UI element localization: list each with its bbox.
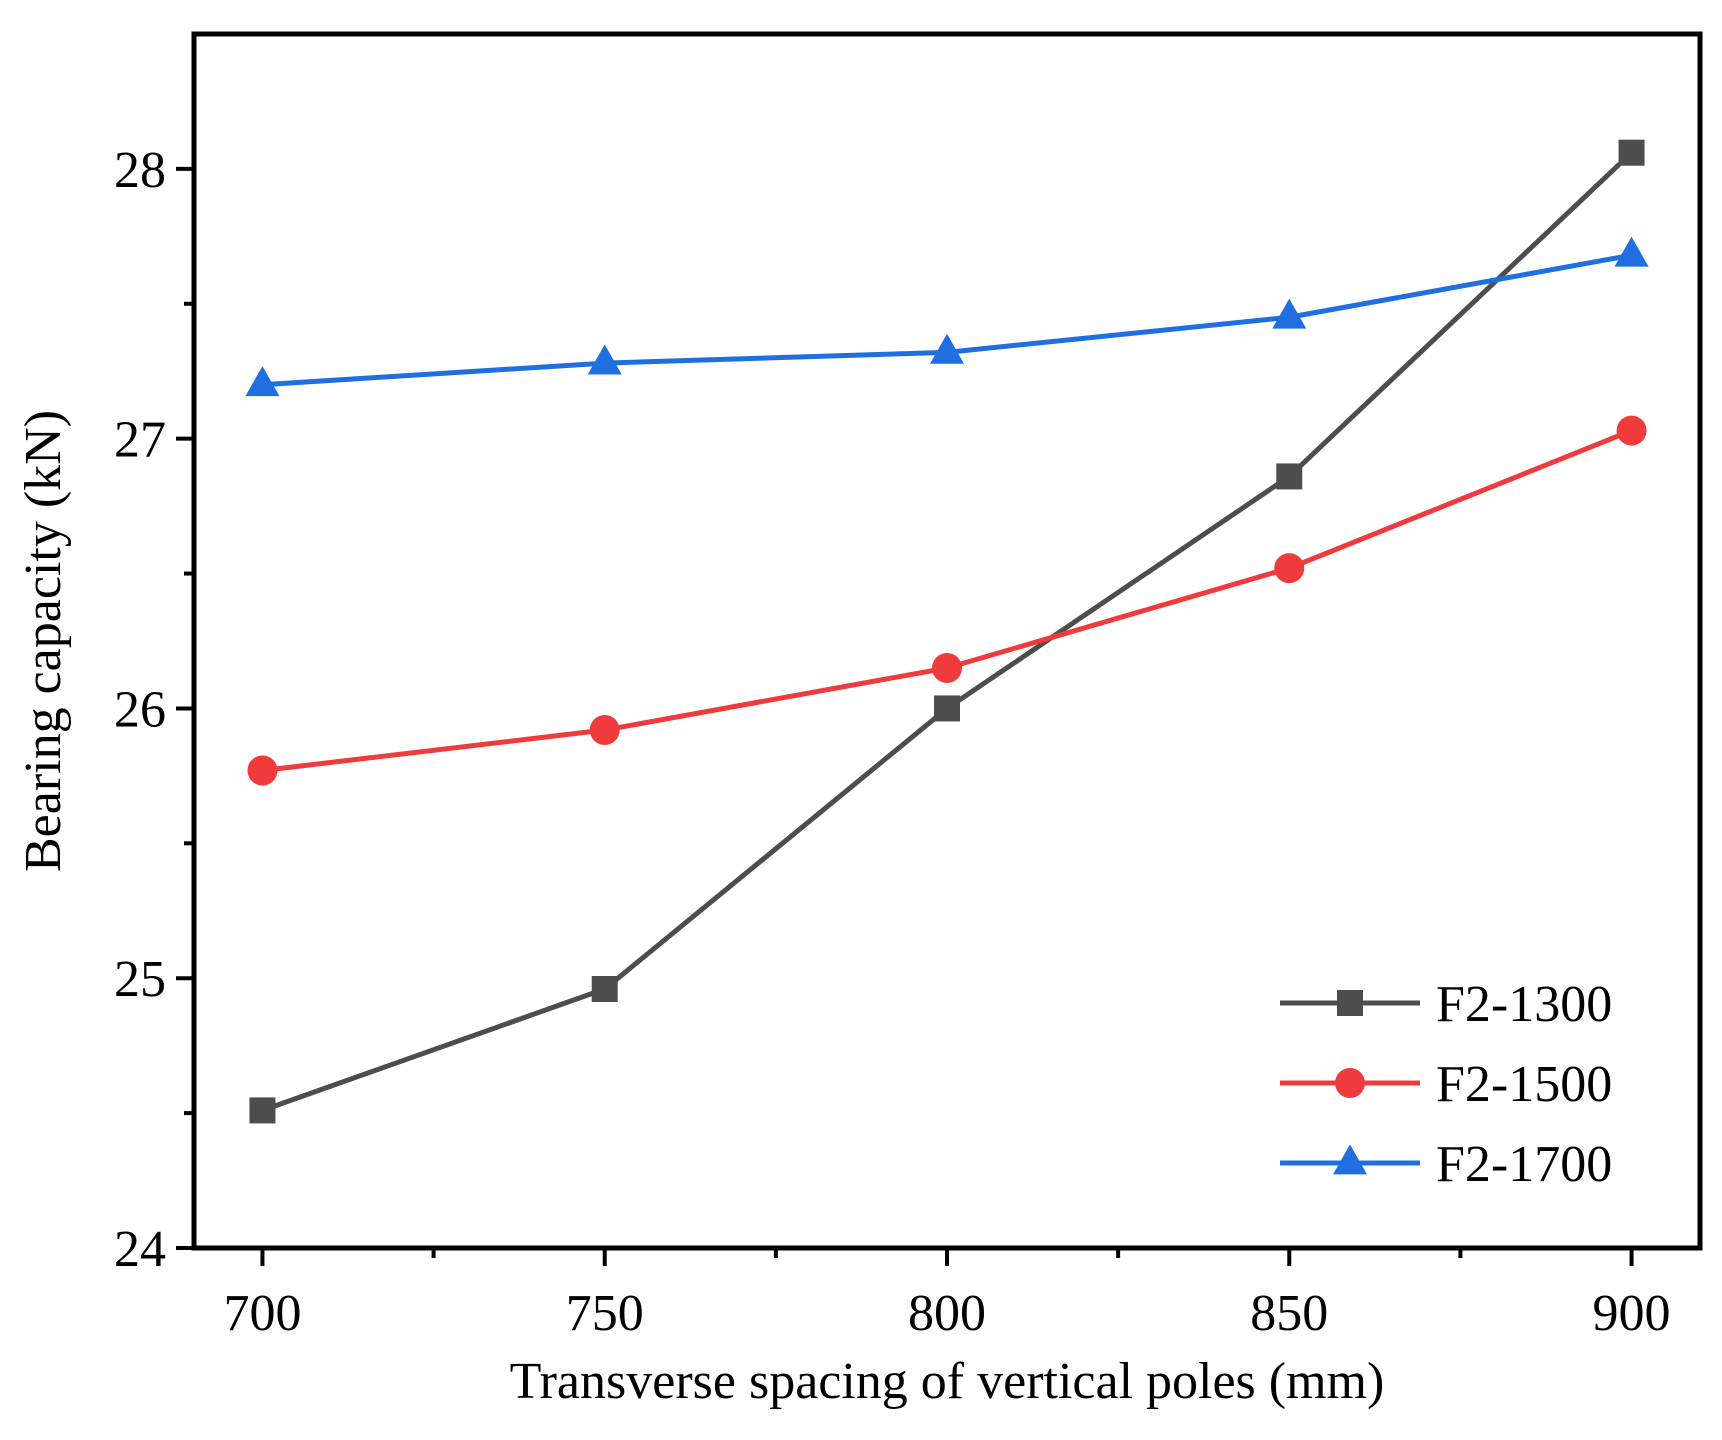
data-point-circle [932,652,962,683]
series-line [262,252,1632,388]
axis-ticks: 700 750 800 850 900 24 25 26 27 28 [114,142,1671,1342]
y-tick-label: 24 [114,1221,166,1278]
legend-label: F2-1500 [1436,1056,1612,1113]
data-point-square [1618,139,1645,166]
data-point-square [934,695,960,722]
series-layer [245,139,1649,1124]
x-tick-label: 700 [223,1285,301,1342]
legend-item-f2-1300: F2-1300 [1280,976,1612,1033]
data-point-circle [1274,553,1305,584]
y-tick-label: 25 [114,951,166,1008]
data-point-triangle [587,344,622,375]
x-tick-label: 850 [1250,1285,1328,1342]
data-point-triangle [1614,236,1649,267]
legend: F2-1300 F2-1500 F2-1700 [1280,976,1612,1193]
legend-label: F2-1700 [1436,1136,1612,1193]
series-f2-1500 [247,415,1647,786]
data-point-triangle [930,333,964,364]
y-tick-label: 27 [114,412,166,469]
legend-marker-triangle [1333,1144,1367,1175]
data-point-circle [589,715,620,746]
legend-label: F2-1300 [1436,976,1612,1033]
x-tick-label: 750 [566,1285,644,1342]
legend-marker-square [1337,990,1363,1016]
y-tick-label: 28 [114,142,166,199]
series-f2-1300 [249,139,1645,1124]
data-point-square [249,1097,276,1124]
y-tick-label: 26 [114,681,166,738]
data-point-triangle [1272,298,1307,329]
series-f2-1700 [245,236,1649,397]
legend-marker-circle [1335,1068,1365,1098]
x-axis-title: Transverse spacing of vertical poles (mm… [510,1353,1385,1410]
data-point-square [591,976,618,1003]
x-tick-label: 800 [908,1285,986,1342]
data-point-square [1276,463,1303,490]
x-tick-label: 900 [1593,1285,1671,1342]
data-point-circle [247,755,278,786]
y-axis-title: Bearing capacity (kN) [15,410,72,872]
legend-item-f2-1700: F2-1700 [1280,1136,1612,1193]
data-point-triangle [245,366,280,397]
series-line [261,150,1634,1113]
data-point-circle [1616,415,1647,446]
legend-item-f2-1500: F2-1500 [1280,1056,1612,1113]
